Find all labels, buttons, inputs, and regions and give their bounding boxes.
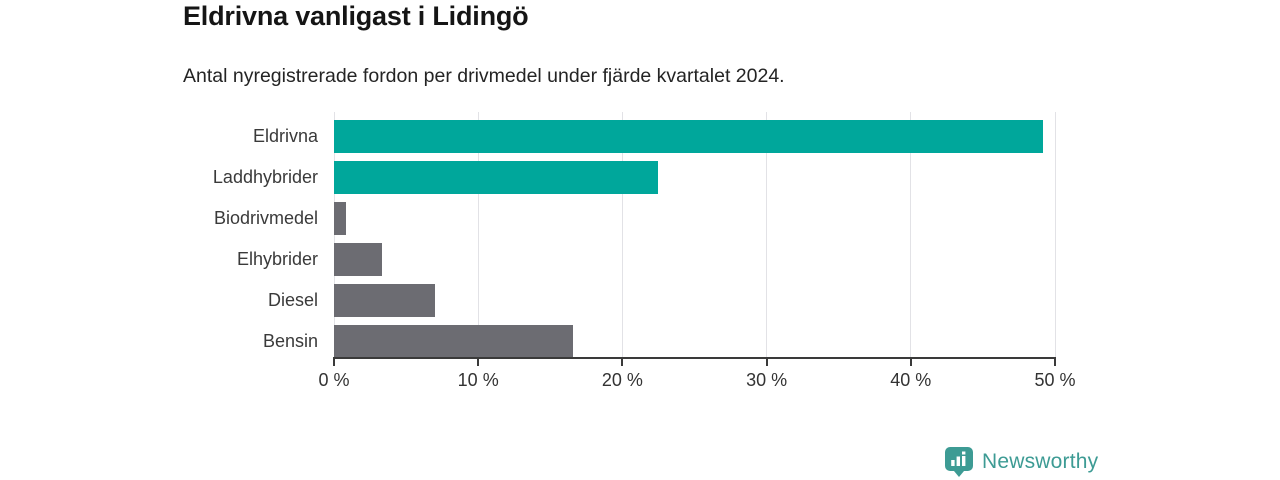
- axis-tick-label: 10 %: [457, 370, 499, 390]
- gridline: [1054, 112, 1056, 358]
- category-label-eldrivna: Eldrivna: [252, 126, 318, 146]
- gridline: [621, 112, 623, 358]
- chart-subtitle: Antal nyregistrerade fordon per drivmede…: [183, 65, 785, 87]
- axis-tick-label: 30 %: [746, 370, 788, 390]
- gridline: [333, 112, 335, 358]
- axis-tick-label: 50 %: [1034, 370, 1076, 390]
- x-axis-line: [334, 357, 1056, 359]
- axis-tick-label: 20 %: [601, 370, 643, 390]
- bar-chart-pin-icon: [945, 447, 973, 477]
- bar-eldrivna: [334, 120, 1044, 153]
- gridline: [766, 112, 768, 358]
- category-label-laddhybrider: Laddhybrider: [212, 167, 318, 187]
- category-label-elhybrider: Elhybrider: [236, 249, 318, 269]
- axis-tick: [477, 357, 480, 366]
- axis-tick: [333, 357, 335, 366]
- gridline: [910, 112, 912, 358]
- newsworthy-logo-text: Newsworthy: [982, 450, 1099, 473]
- bar-bensin: [334, 325, 574, 358]
- axis-tick-label: 40 %: [890, 370, 932, 390]
- category-label-biodrivmedel: Biodrivmedel: [213, 208, 318, 228]
- gridline: [477, 112, 479, 358]
- newsworthy-logo: Newsworthy: [944, 446, 1098, 478]
- category-label-bensin: Bensin: [262, 331, 318, 351]
- axis-tick-label: 0 %: [318, 370, 350, 390]
- axis-tick: [765, 357, 768, 366]
- page-title: Eldrivna vanligast i Lidingö: [183, 1, 529, 31]
- axis-tick: [1054, 357, 1056, 366]
- bar-chart-plot-area: Eldrivna Laddhybrider Biodrivmedel Elhybrid…: [213, 112, 1056, 358]
- bar-diesel: [334, 284, 435, 317]
- bar-elhybrider: [334, 243, 382, 276]
- category-label-diesel: Diesel: [267, 290, 318, 310]
- axis-tick: [621, 357, 624, 366]
- axis-tick: [909, 357, 912, 366]
- bar-biodrivmedel: [334, 202, 346, 235]
- bar-laddhybrider: [334, 161, 659, 194]
